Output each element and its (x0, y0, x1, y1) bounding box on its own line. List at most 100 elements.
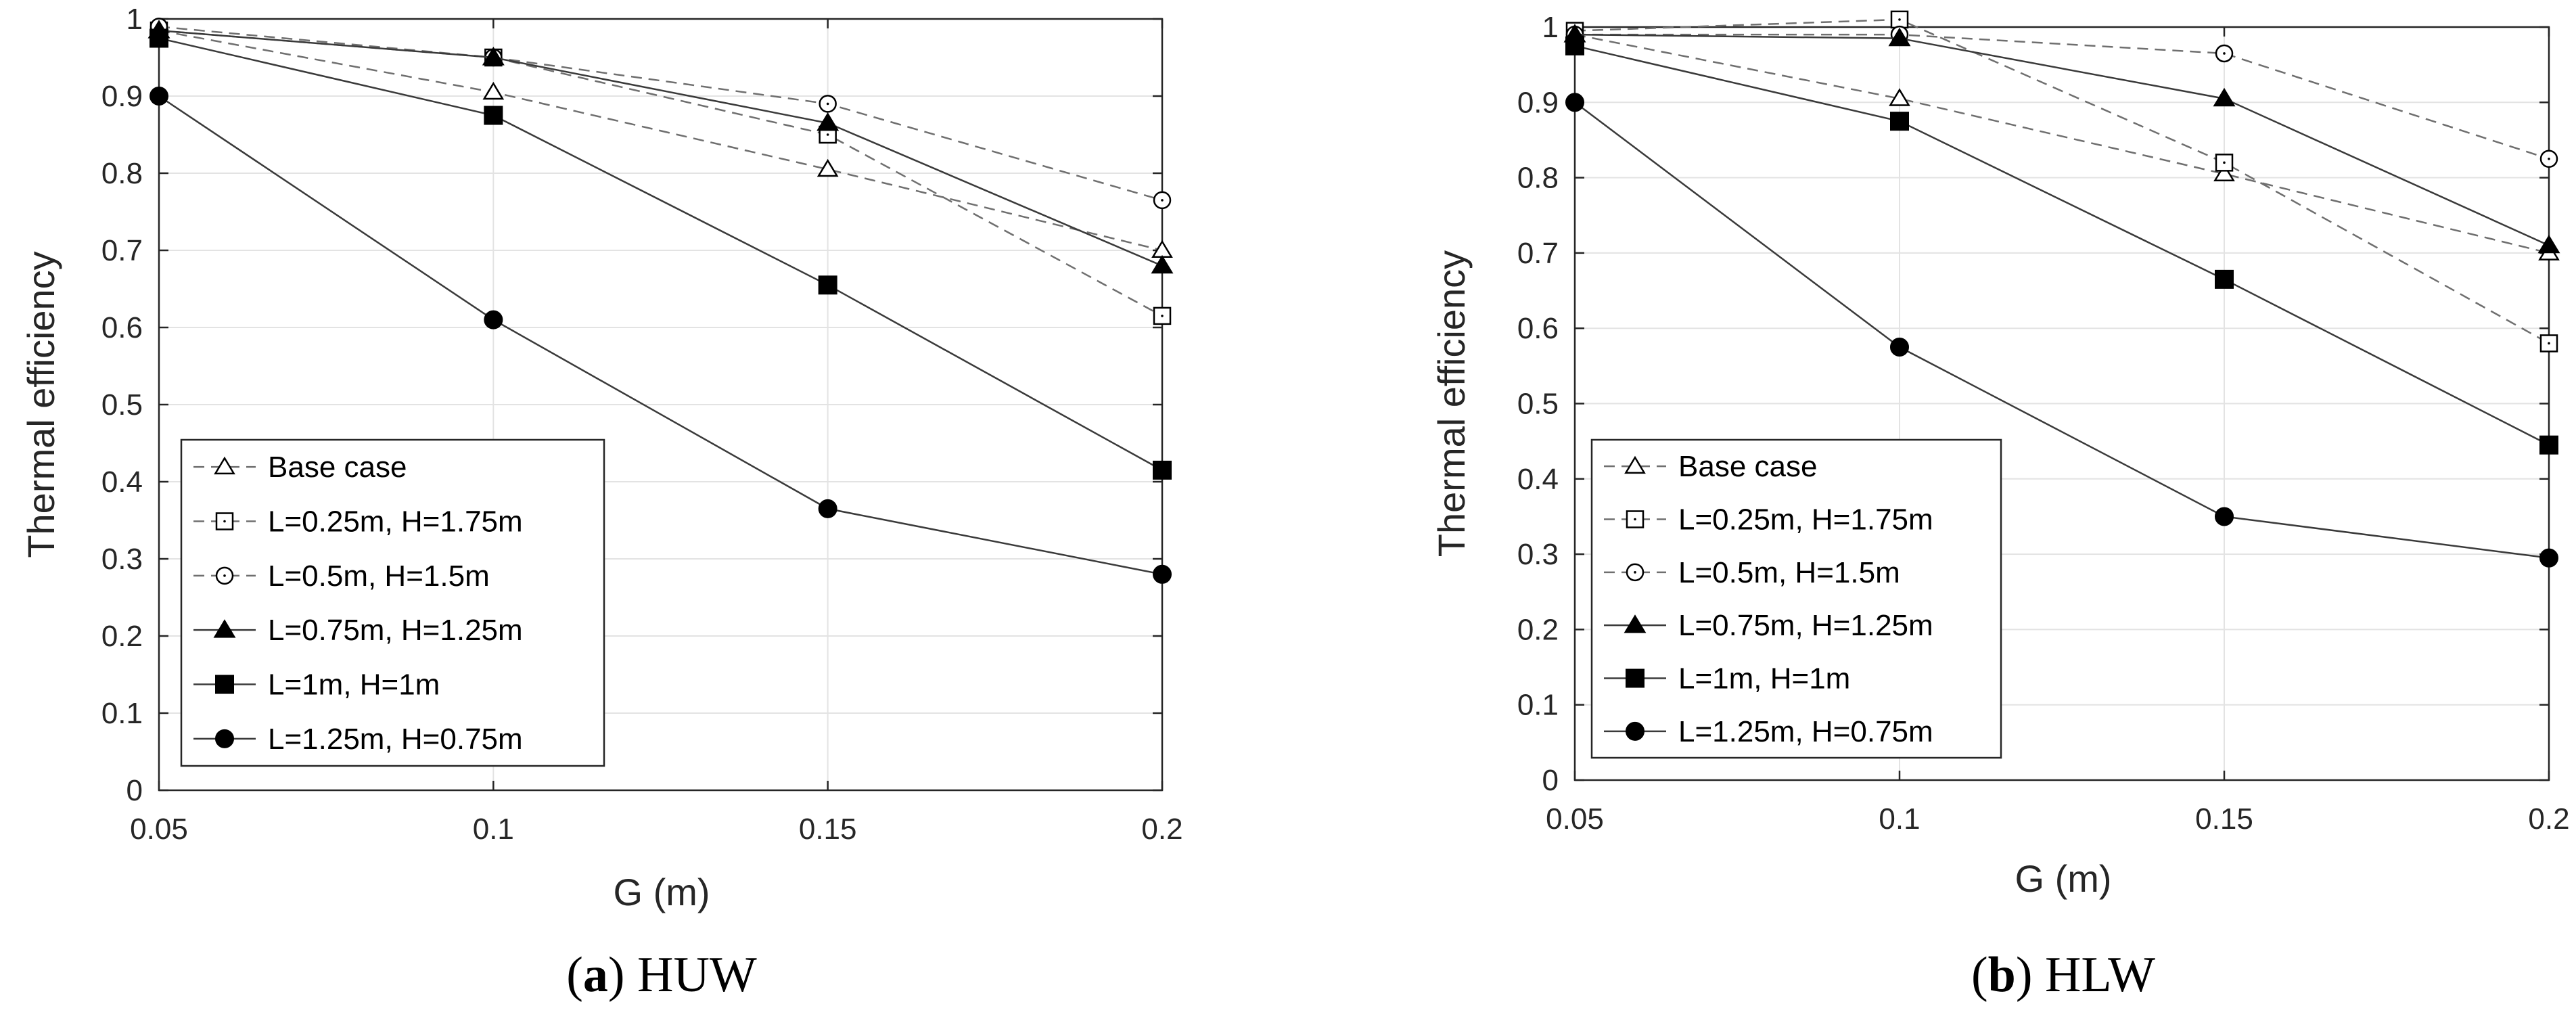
p1-ytick-label: 0.6 (1517, 312, 1559, 345)
p1-legend-marker-l-0-25m-h-1-75m (1626, 510, 1644, 528)
p0-series-l-1-25m-h-0-75m (150, 87, 1172, 584)
p0-ytick-label: 0.7 (101, 234, 143, 267)
p0-ytick-label: 0.9 (101, 80, 143, 113)
p1-point-l-0-5m-h-1-5m-3 (2539, 150, 2558, 168)
p0-legend-label-l-0-75m-h-1-25m: L=0.75m, H=1.25m (268, 614, 523, 647)
p0-caption-letter: a (583, 947, 608, 1003)
p0-series-line-base-case (158, 29, 1163, 252)
p1-caption-title: HLW (2045, 947, 2155, 1003)
p1-xtick-label: 0.15 (2195, 802, 2253, 836)
p1-series-line-l-0-25m-h-1-75m (1574, 18, 2550, 344)
p0-series-line-l-1m-h-1m (158, 37, 1163, 471)
p1-legend-label-l-1-25m-h-0-75m: L=1.25m, H=0.75m (1678, 715, 1933, 748)
p1-legend-marker-l-1-25m-h-0-75m (1626, 721, 1644, 741)
p1-point-l-0-5m-h-1-5m-3-dot (2548, 157, 2550, 160)
p0-series-l-1m-h-1m (150, 28, 1172, 480)
p0-legend-marker-l-1m-h-1m (215, 675, 234, 694)
p0-legend-marker-l-0-75m-h-1-25m (213, 619, 236, 638)
p1-point-l-0-75m-h-1-25m-1 (1888, 27, 1911, 47)
p0-legend-label-l-1m-h-1m: L=1m, H=1m (268, 668, 440, 702)
p0-point-l-0-75m-h-1-25m-2 (816, 112, 840, 131)
p0-legend-label-l-0-25m-h-1-75m: L=0.25m, H=1.75m (268, 505, 523, 539)
p1-legend: Base case L=0.25m, H=1.75m L=0.5m, H=1.5m L… (1590, 438, 2002, 759)
p0-xtick-label: 0.05 (130, 813, 188, 846)
p1-point-l-0-25m-h-1-75m-3-dot (2548, 342, 2550, 345)
p1-point-l-1-25m-h-0-75m-2-shape (2215, 507, 2234, 526)
p0-point-l-1-25m-h-0-75m-2 (818, 499, 837, 518)
p0-point-l-1-25m-h-0-75m-1-shape (484, 310, 503, 329)
p1-ytick-label: 0.3 (1517, 538, 1559, 571)
p1-y-axis-label: Thermal efficiency (1430, 250, 1473, 557)
p1-caption-open-paren: ( (1971, 947, 1988, 1003)
p0-legend-marker-l-0-25m-h-1-75m-dot (223, 520, 226, 523)
p0-xtick-label: 0.2 (1141, 813, 1182, 846)
p1-caption: (b) HLW (1971, 947, 2155, 1003)
p0-point-l-1m-h-1m-3-shape (1153, 460, 1172, 480)
p1-xtick-label: 0.1 (1879, 802, 1920, 836)
p1-legend-marker-l-0-75m-h-1-25m (1624, 614, 1647, 633)
p0-point-l-1m-h-1m-0 (150, 28, 168, 48)
p1-point-l-1m-h-1m-0-shape (1565, 36, 1584, 55)
p0-ytick-label: 0.2 (101, 620, 143, 653)
p1-series-line-base-case (1574, 33, 2550, 254)
p0-point-l-0-25m-h-1-75m-3-dot (1161, 315, 1164, 317)
p0-caption: (a) HUW (566, 947, 757, 1003)
p1-xtick-label: 0.05 (1546, 802, 1604, 836)
p1-point-l-0-75m-h-1-25m-3 (2537, 234, 2560, 254)
p1-caption-close-paren: ) (2016, 947, 2045, 1003)
p1-point-l-1-25m-h-0-75m-3 (2539, 548, 2558, 568)
p0-point-l-1m-h-1m-1-shape (484, 106, 503, 125)
p0-series-line-l-0-75m-h-1-25m (158, 29, 1163, 267)
p0-legend-marker-l-1-25m-h-0-75m-shape (215, 729, 234, 748)
p1-point-l-1m-h-1m-2-shape (2215, 269, 2234, 289)
p1-point-l-1-25m-h-0-75m-0-shape (1565, 93, 1584, 112)
p0-caption-open-paren: ( (566, 947, 583, 1003)
p0-point-l-1-25m-h-0-75m-0 (150, 87, 168, 106)
p1-xtick-label: 0.2 (2528, 802, 2569, 836)
p0-point-l-1-25m-h-0-75m-3 (1153, 564, 1172, 584)
p1-series-line-l-0-75m-h-1-25m (1574, 33, 2550, 246)
p1-point-base-case-1 (1889, 88, 1910, 106)
p1-ytick-label: 0.4 (1517, 463, 1559, 496)
p1-series-l-0-25m-h-1-75m (1565, 10, 2558, 353)
p0-point-l-1m-h-1m-2 (818, 275, 837, 295)
p0-legend-label-l-1-25m-h-0-75m: L=1.25m, H=0.75m (268, 723, 523, 756)
p0-legend-marker-l-0-5m-h-1-5m-dot (223, 574, 226, 577)
p1-point-l-1m-h-1m-0 (1565, 36, 1584, 55)
p0-ytick-label: 0.6 (101, 311, 143, 344)
p1-point-base-case-2 (2213, 163, 2235, 182)
panel-a-huw: 0 0.1 0.2 0.3 0.4 0.5 0.6 0.7 0.8 0.9 1 0.05 0.1 0.15… (20, 3, 1183, 1003)
p0-point-l-0-5m-h-1-5m-3 (1153, 191, 1172, 210)
p0-point-l-1m-h-1m-1 (484, 106, 503, 125)
p0-point-l-0-75m-h-1-25m-1 (482, 47, 505, 66)
p0-y-axis-label: Thermal efficiency (20, 251, 62, 558)
p1-point-l-1-25m-h-0-75m-3-shape (2539, 548, 2558, 568)
p1-legend-marker-l-0-25m-h-1-75m-dot (1634, 518, 1636, 521)
p1-series-l-1m-h-1m (1565, 36, 2558, 455)
p1-point-l-0-25m-h-1-75m-2-dot (2223, 161, 2226, 164)
p1-series-line-l-1m-h-1m (1574, 45, 2550, 446)
p0-point-l-0-5m-h-1-5m-2-dot (826, 102, 829, 106)
p0-point-l-0-75m-h-1-25m-3 (1151, 254, 1174, 274)
p0-series-line-l-0-5m-h-1-5m (158, 26, 1163, 202)
p1-ytick-label: 0 (1542, 764, 1559, 797)
p1-point-l-1m-h-1m-2 (2215, 269, 2234, 289)
p0-legend-marker-l-1-25m-h-0-75m (215, 729, 234, 748)
p1-ytick-label: 0.9 (1517, 86, 1559, 119)
p0-x-axis-label: G (m) (613, 871, 710, 913)
p1-series-line-l-0-5m-h-1-5m (1575, 33, 2550, 160)
p1-ytick-label: 0.2 (1517, 613, 1559, 646)
p0-legend-marker-l-1m-h-1m-shape (215, 675, 234, 694)
p1-legend-label-base-case: Base case (1678, 450, 1817, 483)
p1-ytick-label: 0.8 (1517, 162, 1559, 195)
p0-point-l-0-5m-h-1-5m-3-dot (1161, 199, 1164, 202)
p1-caption-letter: b (1988, 947, 2016, 1003)
p0-point-l-0-5m-h-1-5m-2 (819, 95, 837, 113)
p1-ytick-label: 0.1 (1517, 689, 1559, 722)
p0-xtick-label: 0.15 (799, 813, 857, 846)
p0-point-l-1m-h-1m-3 (1153, 460, 1172, 480)
p0-ytick-label: 0.8 (101, 157, 143, 190)
panel-b-hlw: 0 0.1 0.2 0.3 0.4 0.5 0.6 0.7 0.8 0.9 1 0.05 0.1 0.15… (1430, 10, 2570, 1003)
p1-legend-marker-l-0-5m-h-1-5m (1626, 563, 1644, 582)
p0-xtick-label: 0.1 (473, 813, 514, 846)
